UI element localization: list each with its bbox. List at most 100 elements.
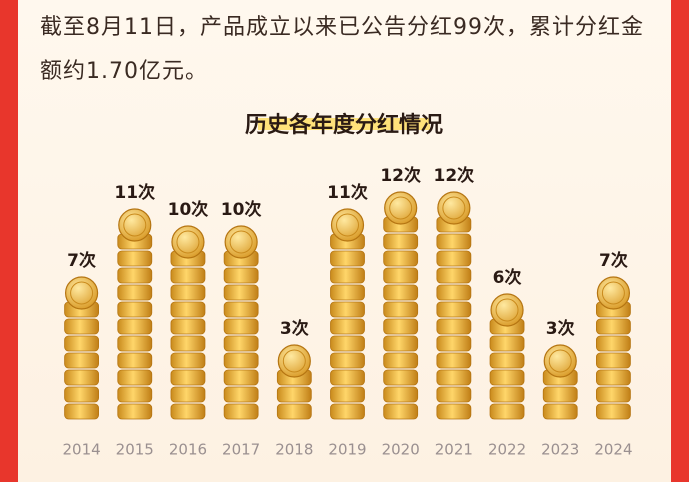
coin [223, 318, 259, 335]
coin [276, 386, 312, 403]
coin [170, 352, 206, 369]
x-tick-label: 2021 [435, 441, 473, 459]
coin [330, 318, 365, 335]
value-label: 6次 [493, 267, 522, 288]
coin [223, 352, 259, 369]
coin-ring [336, 213, 359, 237]
coin [170, 335, 206, 352]
coin [117, 386, 153, 403]
coin [383, 369, 419, 386]
coin-stack [436, 191, 472, 420]
coin [330, 250, 365, 267]
coin-stack [330, 208, 365, 420]
coin [330, 284, 365, 301]
value-label: 11次 [114, 182, 155, 203]
coin [542, 386, 578, 403]
x-tick-label: 2014 [62, 441, 100, 459]
coin [436, 301, 472, 318]
coin [596, 403, 631, 420]
coin [117, 403, 153, 420]
coin [170, 318, 206, 335]
coin [436, 267, 472, 284]
coin [330, 301, 365, 318]
x-tick-label: 2017 [222, 441, 260, 459]
coin [489, 352, 525, 369]
coin [489, 386, 525, 403]
coin [276, 403, 312, 420]
coin [117, 250, 153, 267]
coin [117, 284, 153, 301]
coin [223, 403, 259, 420]
coin [330, 369, 365, 386]
coin-stack [276, 344, 312, 420]
value-label: 11次 [327, 182, 368, 203]
coin [223, 284, 259, 301]
coin [330, 335, 365, 352]
coin-ring [70, 281, 94, 305]
coin-stack [489, 293, 525, 420]
coin [117, 335, 153, 352]
coin [170, 386, 206, 403]
coin [542, 403, 578, 420]
coin [383, 352, 419, 369]
coin [223, 386, 259, 403]
coin [436, 403, 472, 420]
coin-ring [548, 349, 572, 373]
coin-ring [601, 281, 625, 305]
coin [64, 318, 99, 335]
coin-stack [223, 225, 259, 420]
coin [436, 250, 472, 267]
coin [596, 335, 631, 352]
x-tick-label: 2022 [488, 441, 526, 459]
coin [64, 335, 99, 352]
coin [436, 369, 472, 386]
coin [383, 233, 419, 250]
coin [383, 301, 419, 318]
x-tick-label: 2023 [541, 441, 579, 459]
coin-ring [176, 230, 200, 254]
coin [383, 386, 419, 403]
coin [330, 352, 365, 369]
coin [436, 352, 472, 369]
coin-ring [389, 196, 413, 220]
x-tick-label: 2019 [328, 441, 366, 459]
value-label: 3次 [280, 318, 309, 339]
coin [330, 403, 365, 420]
coin [596, 369, 631, 386]
value-label: 12次 [434, 165, 475, 186]
coin [117, 267, 153, 284]
chart-title: 历史各年度分红情况 [245, 112, 443, 138]
coin [223, 369, 259, 386]
coin [436, 233, 472, 250]
value-label: 10次 [168, 199, 209, 220]
x-tick-label: 2024 [594, 441, 632, 459]
coin [64, 386, 99, 403]
coin-ring [229, 230, 253, 254]
intro-text: 截至8月11日，产品成立以来已公告分红99次，累计分红金额约1.70亿元。 [40, 15, 644, 84]
coin [489, 403, 525, 420]
coin [383, 267, 419, 284]
coin [170, 267, 206, 284]
x-tick-label: 2016 [169, 441, 207, 459]
coin [489, 335, 525, 352]
coin-stack [170, 225, 206, 420]
coin [117, 301, 153, 318]
coin-stack [117, 208, 153, 420]
coin [383, 335, 419, 352]
coin [64, 369, 99, 386]
coin [170, 369, 206, 386]
coin-stack [64, 276, 99, 420]
coin [223, 335, 259, 352]
coin [117, 369, 153, 386]
coin-stack [383, 191, 419, 420]
coin-ring [123, 213, 147, 237]
coin [436, 284, 472, 301]
coin [596, 318, 631, 335]
value-label: 7次 [67, 250, 96, 271]
x-tick-label: 2018 [275, 441, 313, 459]
coin [383, 284, 419, 301]
coin-ring [282, 349, 306, 373]
coin [383, 318, 419, 335]
